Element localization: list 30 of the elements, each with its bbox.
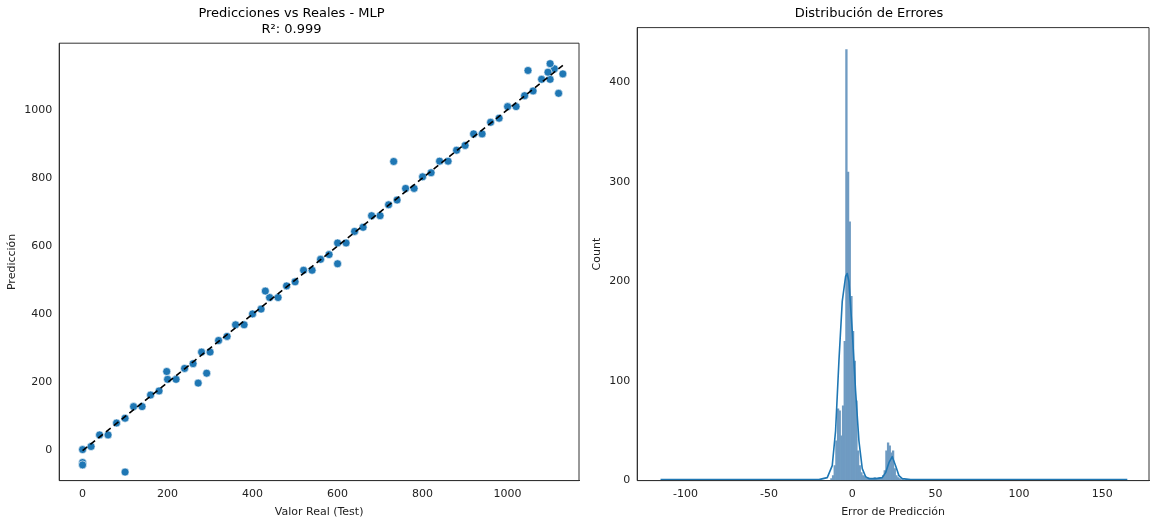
- y-axis-title: Count: [590, 237, 604, 271]
- y-tick-label: 300: [609, 174, 631, 188]
- x-tick-label: 800: [412, 487, 434, 501]
- chart-title: Predicciones vs Reales - MLP: [198, 5, 385, 21]
- y-axis-title: Predicción: [5, 233, 19, 291]
- x-tick-label: 50: [928, 487, 943, 501]
- x-axis-title: Error de Predicción: [841, 505, 946, 519]
- y-tick-label: 100: [609, 373, 631, 387]
- x-tick-label: -50: [759, 487, 778, 501]
- y-tick-label: 200: [609, 274, 631, 288]
- x-tick-label: 100: [1008, 487, 1030, 501]
- x-tick-label: 1000: [493, 487, 522, 501]
- y-tick-label: 400: [31, 307, 53, 321]
- x-tick-label: 200: [157, 487, 179, 501]
- y-tick-label: 800: [31, 170, 53, 184]
- chart-subtitle: R²: 0.999: [261, 20, 322, 36]
- y-tick-label: 1000: [24, 102, 53, 116]
- chart-title: Distribución de Errores: [794, 5, 944, 21]
- x-tick-label: 150: [1091, 487, 1113, 501]
- x-tick-label: 0: [848, 487, 856, 501]
- x-tick-label: 600: [327, 487, 349, 501]
- y-tick-label: 200: [31, 375, 53, 389]
- y-tick-label: 600: [31, 238, 53, 252]
- x-axis-title: Valor Real (Test): [274, 505, 364, 519]
- y-tick-label: 400: [609, 75, 631, 89]
- x-tick-label: -100: [673, 487, 699, 501]
- y-tick-label: 0: [623, 473, 631, 487]
- x-tick-label: 400: [242, 487, 264, 501]
- y-tick-label: 0: [45, 443, 53, 457]
- x-tick-label: 0: [79, 487, 87, 501]
